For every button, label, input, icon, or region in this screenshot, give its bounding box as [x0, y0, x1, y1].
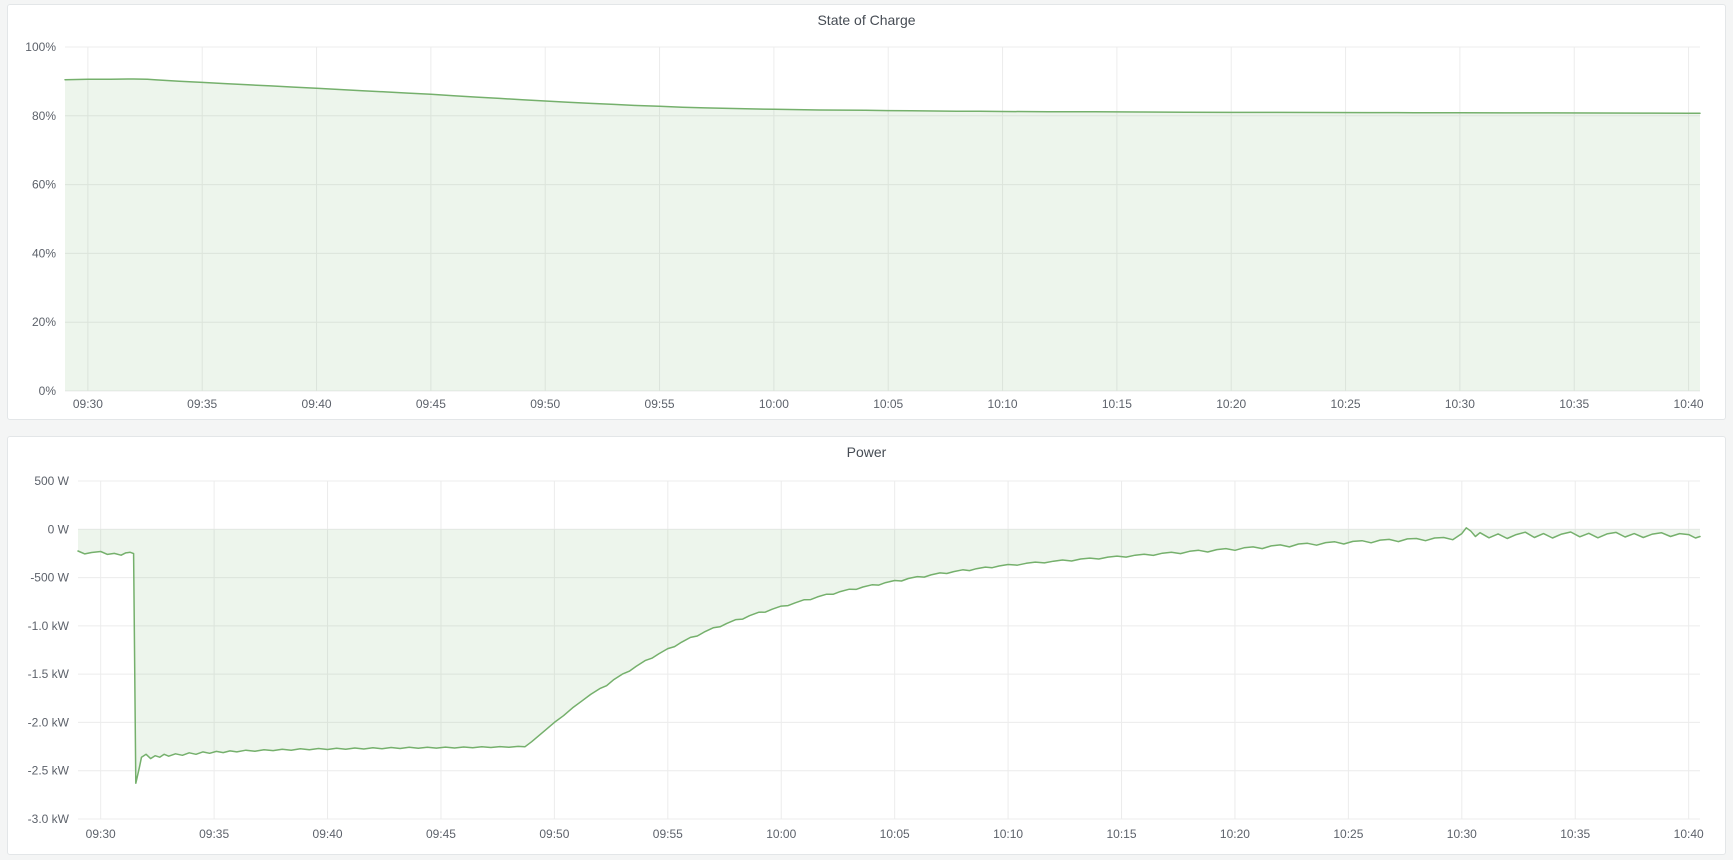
- x-tick-label: 09:40: [302, 397, 332, 411]
- x-tick-label: 10:00: [766, 827, 796, 841]
- y-tick-label: -2.0 kW: [28, 715, 70, 729]
- x-tick-label: 09:30: [86, 827, 116, 841]
- x-tick-label: 10:15: [1107, 827, 1137, 841]
- x-tick-label: 10:25: [1331, 397, 1361, 411]
- x-tick-label: 09:45: [416, 397, 446, 411]
- y-tick-label: 0%: [39, 384, 57, 398]
- y-tick-label: 40%: [32, 246, 56, 260]
- x-tick-label: 10:10: [993, 827, 1023, 841]
- state-of-charge-chart-canvas[interactable]: 100% 80% 60% 40% 20% 0% 09:30 09:35 09:40 09:45 09…: [8, 33, 1725, 417]
- series-line: [77, 527, 1701, 785]
- y-tick-label: 500 W: [34, 474, 69, 488]
- x-tick-label: 10:40: [1674, 827, 1704, 841]
- x-tick-label: 10:30: [1447, 827, 1477, 841]
- x-tick-label: 09:30: [73, 397, 103, 411]
- x-tick-label: 10:15: [1102, 397, 1132, 411]
- x-tick-label: 10:00: [759, 397, 789, 411]
- x-tick-label: 09:40: [313, 827, 343, 841]
- y-tick-label: 20%: [32, 315, 56, 329]
- y-tick-label: 60%: [32, 178, 56, 192]
- x-tick-label: 10:35: [1560, 827, 1590, 841]
- y-tick-label: -2.5 kW: [28, 764, 70, 778]
- x-tick-label: 10:30: [1445, 397, 1475, 411]
- x-tick-label: 10:10: [988, 397, 1018, 411]
- y-tick-label: 80%: [32, 109, 56, 123]
- x-tick-label: 10:05: [880, 827, 910, 841]
- series-area-fill: [65, 79, 1700, 391]
- x-tick-label: 09:50: [539, 827, 569, 841]
- x-tick-label: 10:25: [1333, 827, 1363, 841]
- panel-state-of-charge: State of Charge 100% 80% 60% 40% 20% 0% 09:30 0…: [7, 4, 1726, 420]
- y-tick-label: 0 W: [48, 522, 70, 536]
- x-tick-label: 09:35: [187, 397, 217, 411]
- series-area-fill: [78, 527, 1700, 784]
- x-tick-label: 10:40: [1674, 397, 1704, 411]
- panel-title-power[interactable]: Power: [846, 444, 887, 460]
- x-tick-label: 10:20: [1216, 397, 1246, 411]
- y-tick-label: -3.0 kW: [28, 812, 70, 826]
- y-tick-label: -1.5 kW: [28, 667, 70, 681]
- x-tick-label: 10:20: [1220, 827, 1250, 841]
- panel-power: Power 500 W 0 W -500 W -1.0 kW -1.5 kW -2.0 k…: [7, 436, 1726, 855]
- x-tick-label: 09:45: [426, 827, 456, 841]
- x-tick-label: 09:55: [653, 827, 683, 841]
- x-tick-label: 09:35: [199, 827, 229, 841]
- x-tick-label: 09:50: [530, 397, 560, 411]
- y-tick-label: -1.0 kW: [28, 619, 70, 633]
- y-tick-label: -500 W: [30, 571, 69, 585]
- x-tick-label: 10:35: [1559, 397, 1589, 411]
- x-tick-label: 09:55: [645, 397, 675, 411]
- x-tick-label: 10:05: [873, 397, 903, 411]
- series-line: [64, 78, 1701, 114]
- power-chart-canvas[interactable]: 500 W 0 W -500 W -1.0 kW -1.5 kW -2.0 kW -2.5 …: [8, 465, 1725, 852]
- y-tick-label: 100%: [25, 40, 56, 54]
- panel-title-state-of-charge[interactable]: State of Charge: [817, 12, 916, 28]
